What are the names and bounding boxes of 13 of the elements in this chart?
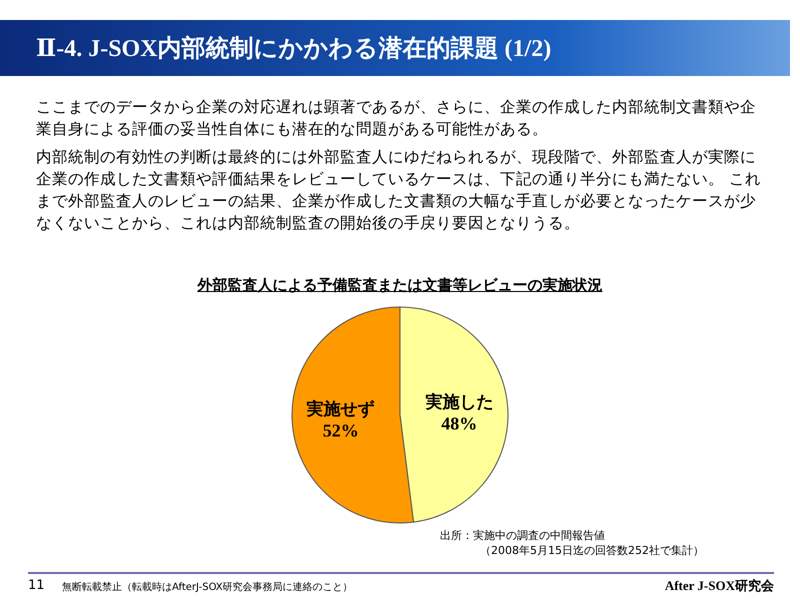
chart-subtitle: 外部監査人による予備監査または文書等レビューの実施状況 — [196, 276, 604, 295]
text: 11 — [28, 578, 45, 593]
text: 内部統制の有効性の判断は最終的には外部監査人にゆだねられるが、現段階で、外部監査人が実際に企業の作成した文書類や評価結果をレビューしているケースは、下記の通り半分にも満たない。 これまで外部監査人のレビューの結果、企業が作成した文書類の大幅な手直しが必要となったケースが少なくないことから、これは内部統制監査の開始後の手戻り要因となりうる。 — [36, 147, 762, 234]
text: ここまでのデータから企業の対応遅れは顕著であるが、さらに、企業の作成した内部統制文書類や企業自身による評価の妥当性自体にも潜在的な問題がある可能性がある。 — [36, 97, 757, 140]
slice-label: 実施した — [424, 392, 494, 412]
slice-label: 実施せず — [306, 400, 375, 420]
text: 出所：実施中の調査の中間報告値 — [440, 528, 606, 543]
data-label: 48% — [441, 413, 478, 434]
text: （2008年5月15日迄の回答数252社で集計） — [480, 543, 704, 558]
text: After J-SOX研究会 — [664, 577, 774, 595]
chart-title: Ⅱ-4. J-SOX内部統制にかかわる潜在的課題 (1/2) — [36, 34, 552, 64]
text: 無断転載禁止（転載時はAfterJ-SOX研究会事務局に連絡のこと） — [62, 580, 353, 594]
data-label: 52% — [322, 420, 359, 441]
